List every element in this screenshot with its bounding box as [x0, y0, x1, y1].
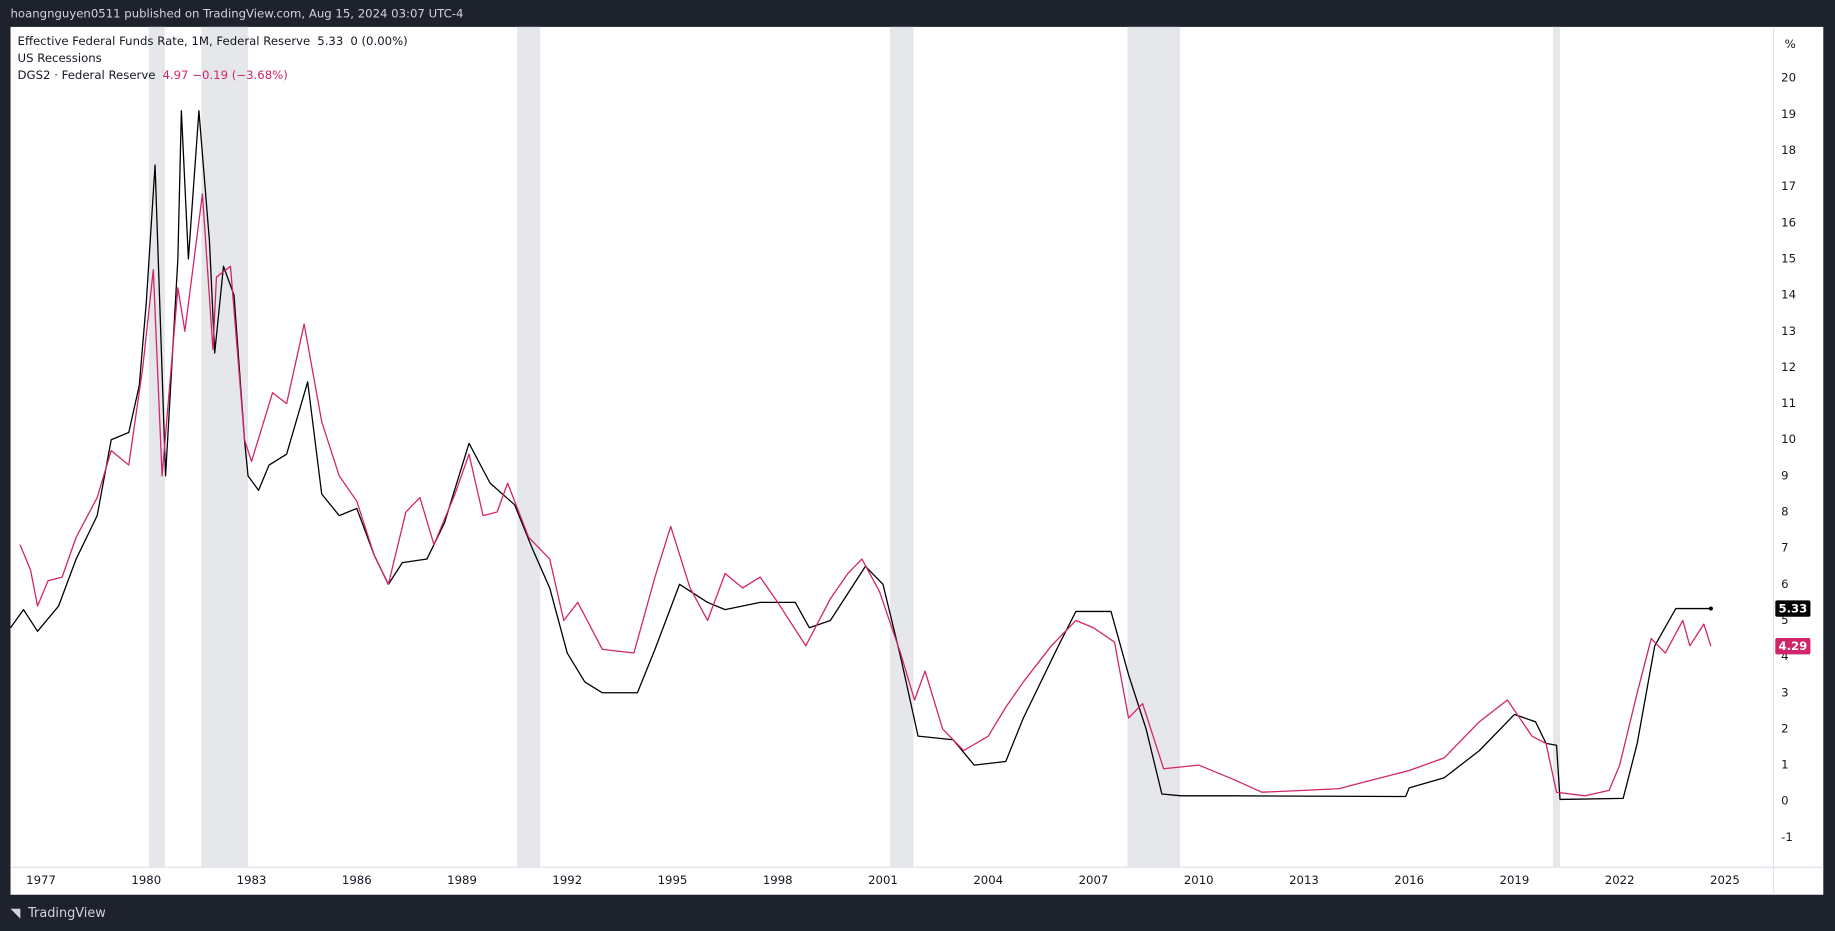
legend-change: 0 (0.00%): [350, 33, 407, 47]
y-tick-label: 9: [1781, 468, 1788, 482]
legend-name: Effective Federal Funds Rate, 1M, Federa…: [18, 33, 311, 47]
y-tick-label: 1: [1781, 758, 1788, 772]
y-tick-label: 5: [1781, 613, 1788, 627]
x-tick-label: 2016: [1394, 873, 1424, 887]
x-tick-label: 2013: [1289, 873, 1319, 887]
series-line: [10, 110, 1711, 801]
x-tick-label: 2019: [1500, 873, 1530, 887]
legend-name: DGS2 · Federal Reserve: [18, 67, 156, 81]
price-label-box: [1775, 637, 1811, 655]
recession-band: [148, 26, 165, 867]
x-tick-label: 1980: [131, 873, 161, 887]
y-tick-label: 16: [1781, 215, 1796, 229]
x-tick-label: 2001: [868, 873, 898, 887]
y-tick-label: 6: [1781, 577, 1788, 591]
y-tick-label: 2: [1781, 721, 1788, 735]
x-tick-label: 2025: [1710, 873, 1740, 887]
y-tick-label: -1: [1781, 830, 1793, 844]
legend-series-1: DGS2 · Federal Reserve 4.97 −0.19 (−3.68%…: [18, 67, 288, 81]
legend-recessions: US Recessions: [18, 51, 102, 65]
x-tick-label: 2004: [973, 873, 1003, 887]
y-tick-label: 20: [1781, 71, 1796, 85]
x-tick-label: 2022: [1605, 873, 1635, 887]
y-tick-label: 18: [1781, 143, 1796, 157]
y-tick-label: 11: [1781, 396, 1796, 410]
recession-band: [1127, 26, 1181, 867]
x-tick-label: 1986: [342, 873, 372, 887]
price-label: 5.33: [1778, 602, 1807, 616]
y-tick-label: 15: [1781, 251, 1796, 265]
y-tick-label: 14: [1781, 288, 1796, 302]
x-tick-label: 1998: [763, 873, 793, 887]
y-tick-label: 12: [1781, 360, 1796, 374]
y-tick-label: 13: [1781, 324, 1796, 338]
legend-change: 4.97 −0.19 (−3.68%): [162, 67, 287, 81]
y-tick-label: 17: [1781, 179, 1796, 193]
y-tick-label: 8: [1781, 505, 1788, 519]
brand-logo: ◥: [11, 906, 21, 921]
y-tick-label: 19: [1781, 107, 1796, 121]
legend-series-0: Effective Federal Funds Rate, 1M, Federa…: [18, 33, 408, 47]
x-tick-label: 2007: [1079, 873, 1109, 887]
price-label-box: [1775, 600, 1811, 617]
y-tick-label: 3: [1781, 685, 1788, 699]
y-tick-label: 10: [1781, 432, 1796, 446]
price-label: 4.29: [1778, 639, 1807, 653]
recession-band: [889, 26, 914, 867]
x-tick-label: 2010: [1184, 873, 1214, 887]
y-tick-label: 4: [1781, 649, 1788, 663]
x-tick-label: 1983: [237, 873, 267, 887]
brand: TradingView: [27, 906, 106, 921]
plot-background: [10, 26, 1824, 895]
legend-value: 5.33: [317, 33, 343, 47]
series-line: [19, 193, 1712, 797]
recession-band: [201, 26, 249, 867]
y-tick-label: 7: [1781, 541, 1788, 555]
last-point: [1708, 606, 1713, 611]
recession-band: [1553, 26, 1561, 867]
recession-band: [517, 26, 541, 867]
unit-label: %: [1785, 37, 1796, 51]
x-tick-label: 1992: [552, 873, 582, 887]
publish-info: hoangnguyen0511 published on TradingView…: [11, 7, 464, 21]
y-tick-label: 0: [1781, 794, 1788, 808]
x-tick-label: 1995: [658, 873, 688, 887]
x-tick-label: 1977: [26, 873, 56, 887]
x-tick-label: 1989: [447, 873, 477, 887]
